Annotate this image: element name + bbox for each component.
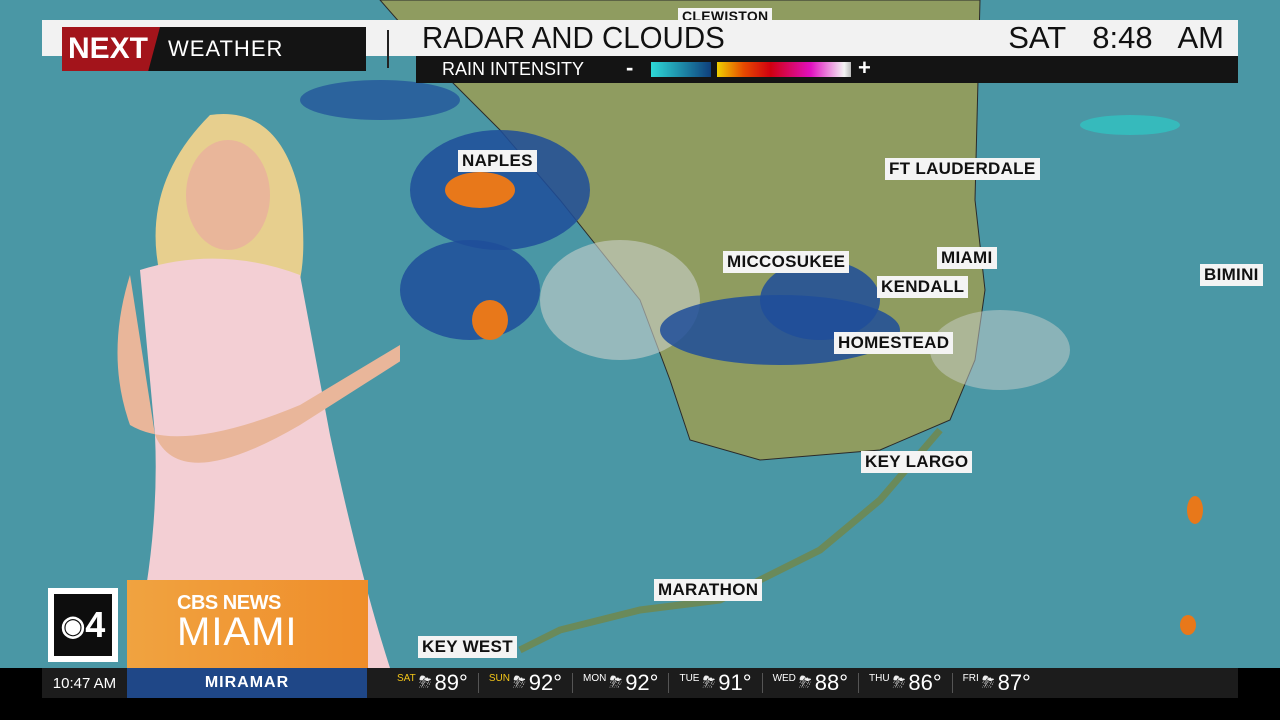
day-temp: 92° bbox=[625, 670, 659, 695]
day-temp: 88° bbox=[814, 670, 848, 695]
network-name: CBS NEWS bbox=[177, 592, 281, 614]
thunderstorm-icon: ⛈ bbox=[512, 674, 526, 691]
map-label-marathon: MARATHON bbox=[654, 579, 763, 601]
day-name: MON bbox=[583, 673, 607, 684]
day-name: SUN bbox=[488, 673, 510, 684]
forecast-day: SUN ⛈ 92° bbox=[479, 670, 574, 695]
map-label-key-west: KEY WEST bbox=[418, 636, 517, 658]
next-weather-logo: NEXT WEATHER bbox=[62, 27, 366, 71]
day-temp: 89° bbox=[434, 670, 468, 695]
forecast-day: FRI ⛈ 87° bbox=[953, 670, 1041, 695]
thunderstorm-icon: ⛈ bbox=[702, 674, 716, 691]
day-name: THU bbox=[869, 673, 890, 684]
station-badge: ◉ 4 CBS NEWS MIAMI bbox=[40, 580, 368, 668]
city-name: MIAMI bbox=[177, 610, 298, 654]
divider bbox=[387, 30, 389, 68]
map-label-kendall: KENDALL bbox=[877, 276, 969, 298]
day-temp: 91° bbox=[718, 670, 752, 695]
forecast-day: THU ⛈ 86° bbox=[859, 670, 953, 695]
day-name: SAT bbox=[397, 673, 416, 684]
day-temp: 92° bbox=[528, 670, 563, 695]
clock: 10:47 AM bbox=[52, 674, 117, 692]
forecast-day: TUE ⛈ 91° bbox=[669, 670, 763, 695]
map-label-ft-lauderdale: FT LAUDERDALE bbox=[885, 158, 1040, 180]
forecast-day: SAT ⛈ 89° bbox=[387, 670, 479, 695]
time: 8:48 AM bbox=[1092, 20, 1224, 55]
map-label-miccosukee: MICCOSUKEE bbox=[723, 251, 850, 273]
map-label-miami: MIAMI bbox=[937, 247, 997, 269]
day-name: FRI bbox=[962, 673, 979, 684]
forecast-day: WED ⛈ 88° bbox=[763, 670, 859, 695]
thunderstorm-icon: ⛈ bbox=[418, 674, 432, 691]
map-label-homestead: HOMESTEAD bbox=[834, 332, 954, 354]
page-title: RADAR AND CLOUDS bbox=[422, 20, 725, 55]
location: MIRAMAR bbox=[127, 668, 367, 698]
thunderstorm-icon: ⛈ bbox=[892, 674, 906, 691]
legend-label: RAIN INTENSITY bbox=[442, 59, 585, 79]
presenter bbox=[117, 114, 400, 668]
header-bar: NEXT WEATHER RADAR AND CLOUDS SAT 8:48 A… bbox=[42, 20, 1238, 83]
day-temp: 87° bbox=[997, 670, 1031, 695]
cbs4-logo: ◉ 4 bbox=[48, 588, 118, 662]
thunderstorm-icon: ⛈ bbox=[609, 674, 623, 691]
map-label-key-largo: KEY LARGO bbox=[861, 451, 973, 473]
thunderstorm-icon: ⛈ bbox=[981, 674, 995, 691]
timestamp: SAT 8:48 AM bbox=[1008, 20, 1224, 56]
day: SAT bbox=[1008, 20, 1066, 55]
forecast-day: MON ⛈ 92° bbox=[573, 670, 670, 695]
radar-echoes bbox=[300, 80, 1203, 635]
map-label-naples: NAPLES bbox=[458, 150, 537, 172]
map-label-bimini: BIMINI bbox=[1200, 264, 1263, 286]
legend-minus: - bbox=[626, 55, 634, 80]
rain-intensity-scale bbox=[651, 62, 851, 77]
day-name: TUE bbox=[679, 673, 700, 684]
logo-next: NEXT bbox=[62, 27, 161, 71]
day-temp: 86° bbox=[908, 670, 942, 695]
thunderstorm-icon: ⛈ bbox=[798, 674, 812, 691]
forecast-ticker: 10:47 AM MIRAMAR SAT ⛈ 89° SUN ⛈ 92° MON ⛈ 92° TU… bbox=[42, 668, 1238, 698]
legend-plus: + bbox=[858, 55, 871, 80]
logo-weather: WEATHER bbox=[168, 36, 284, 61]
day-name: WED bbox=[772, 673, 796, 684]
